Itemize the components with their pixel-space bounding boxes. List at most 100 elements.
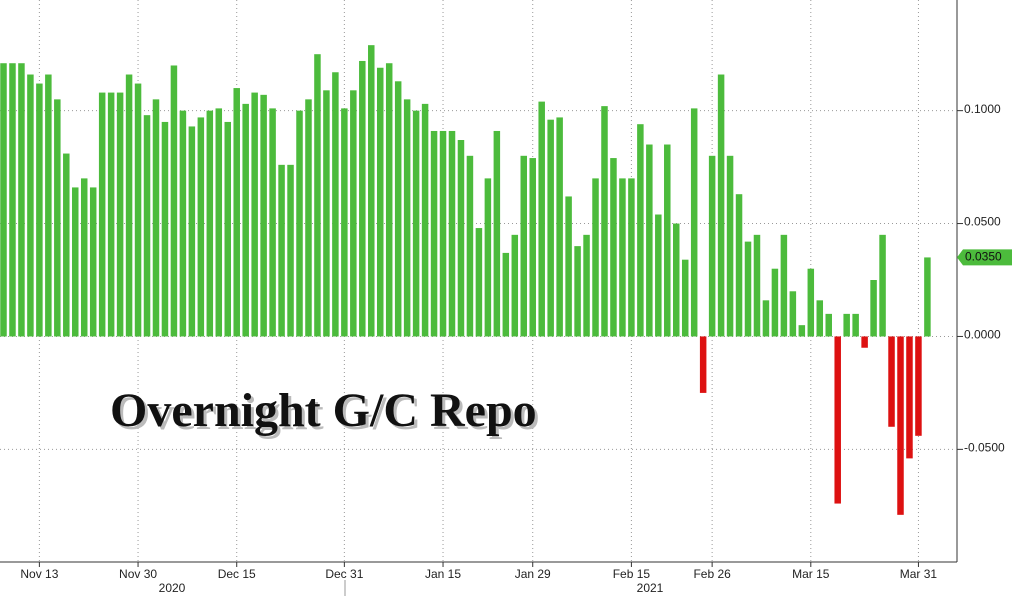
- bar: [637, 124, 644, 337]
- bar: [368, 45, 375, 337]
- bar: [116, 92, 124, 337]
- bar: [233, 88, 240, 337]
- x-tick-label: Mar 31: [900, 567, 938, 581]
- bar: [385, 63, 393, 337]
- bar: [870, 280, 877, 337]
- bar: [457, 140, 465, 337]
- x-tick-label: Nov 13: [20, 567, 58, 581]
- bar: [215, 108, 223, 337]
- bar: [197, 117, 205, 337]
- y-tick-label: 0.0500: [964, 215, 1001, 229]
- bar: [852, 313, 859, 337]
- bar: [825, 313, 832, 337]
- bar: [601, 106, 608, 337]
- bar: [807, 268, 815, 337]
- bar: [529, 158, 536, 337]
- bar: [0, 63, 7, 337]
- bar: [36, 83, 43, 337]
- x-tick-label: Mar 15: [792, 567, 830, 581]
- bar: [708, 155, 716, 337]
- bar: [753, 234, 761, 337]
- bar: [520, 155, 528, 337]
- bar: [63, 153, 70, 337]
- x-tick-label: Jan 15: [425, 567, 461, 581]
- bar: [762, 300, 770, 337]
- bar: [206, 110, 214, 337]
- bar: [412, 110, 420, 337]
- bar: [350, 90, 357, 337]
- bar: [592, 178, 599, 337]
- bar: [376, 67, 384, 337]
- bar: [305, 99, 312, 337]
- bar: [394, 81, 402, 337]
- bar: [699, 336, 707, 393]
- bar: [278, 164, 285, 337]
- bar: [179, 110, 187, 337]
- bar: [143, 115, 151, 337]
- last-value-label: 0.0350: [965, 250, 1002, 264]
- chart-title: Overnight G/C Repo: [110, 384, 537, 437]
- chart-title-shadow: Overnight G/C Repo: [113, 387, 540, 440]
- bar: [789, 291, 797, 337]
- bar: [681, 259, 689, 337]
- bar: [125, 74, 133, 337]
- bar: [861, 336, 868, 348]
- bar: [798, 325, 806, 337]
- bar: [843, 313, 850, 337]
- bar: [332, 72, 339, 337]
- bar: [744, 241, 752, 337]
- x-tick-label: Nov 30: [119, 567, 157, 581]
- bar: [54, 99, 61, 337]
- x-tick-label: Dec 31: [325, 567, 363, 581]
- bar: [439, 130, 447, 337]
- bar: [98, 92, 106, 337]
- bar: [502, 252, 510, 337]
- bar: [655, 214, 662, 337]
- bar: [269, 108, 276, 337]
- bar: [341, 108, 348, 337]
- bar: [771, 268, 779, 337]
- bar: [780, 234, 788, 337]
- bar: [690, 108, 698, 337]
- y-tick-label: 0.0000: [964, 328, 1001, 342]
- x-tick-label: Feb 26: [693, 567, 731, 581]
- bar: [646, 144, 653, 337]
- bar: [888, 336, 895, 427]
- bar: [224, 121, 231, 337]
- bar: [511, 234, 519, 337]
- bar: [170, 65, 178, 337]
- bar: [421, 103, 429, 337]
- last-value-box: [957, 249, 1012, 266]
- bar: [556, 117, 563, 337]
- y-tick-label: -0.0500: [964, 441, 1005, 455]
- bar: [493, 130, 501, 337]
- bar: [18, 63, 25, 337]
- year-label: 2021: [637, 581, 664, 595]
- x-tick-label: Jan 29: [515, 567, 551, 581]
- bar: [296, 110, 303, 337]
- bar: [260, 94, 267, 337]
- bar: [915, 336, 922, 436]
- bar: [430, 130, 438, 337]
- bar: [906, 336, 913, 459]
- bar: [242, 103, 249, 337]
- plot-area: [0, 0, 957, 562]
- bar: [448, 130, 456, 337]
- bar: [27, 74, 34, 337]
- bar: [475, 228, 483, 337]
- bar: [619, 178, 626, 337]
- bar: [287, 164, 294, 337]
- bar: [314, 54, 321, 337]
- bar: [628, 178, 635, 337]
- bar: [251, 92, 258, 337]
- bar: [107, 92, 115, 337]
- bar: [72, 187, 79, 337]
- bar: [152, 99, 160, 337]
- bar: [403, 99, 411, 337]
- bar: [574, 246, 581, 337]
- bar: [89, 187, 97, 337]
- bar: [80, 178, 88, 337]
- bar: [484, 178, 492, 337]
- y-tick-label: 0.1000: [964, 102, 1001, 116]
